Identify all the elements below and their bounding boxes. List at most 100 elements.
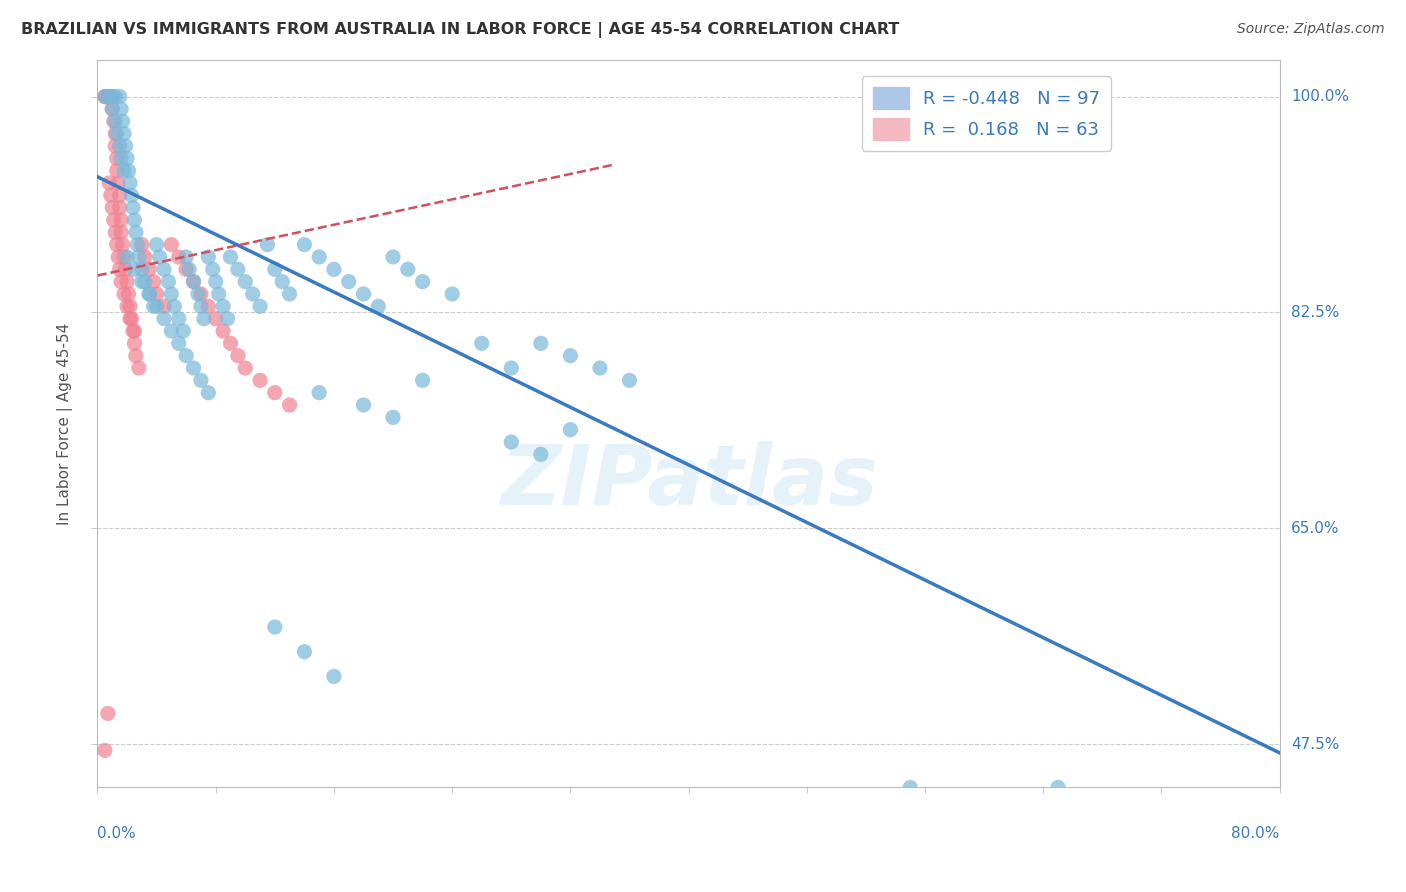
Point bbox=[226, 262, 249, 277]
Point bbox=[134, 250, 156, 264]
Point bbox=[110, 213, 132, 227]
Point bbox=[108, 139, 131, 153]
Point bbox=[145, 287, 167, 301]
Point bbox=[124, 262, 146, 277]
Point bbox=[160, 287, 183, 301]
Point bbox=[412, 373, 434, 387]
Point bbox=[153, 299, 176, 313]
Point bbox=[112, 287, 135, 301]
Point bbox=[107, 250, 129, 264]
Point bbox=[122, 201, 145, 215]
Point bbox=[145, 299, 167, 313]
Point bbox=[128, 361, 150, 376]
Point bbox=[219, 336, 242, 351]
Text: ZIPatlas: ZIPatlas bbox=[499, 442, 877, 522]
Point bbox=[412, 275, 434, 289]
Point bbox=[115, 275, 138, 289]
Point bbox=[105, 163, 128, 178]
Point bbox=[98, 176, 121, 190]
Point bbox=[105, 237, 128, 252]
Point bbox=[1047, 780, 1070, 795]
Point bbox=[226, 349, 249, 363]
Point bbox=[167, 336, 190, 351]
Point bbox=[134, 275, 156, 289]
Point bbox=[112, 163, 135, 178]
Point bbox=[96, 89, 118, 103]
Point bbox=[108, 188, 131, 202]
Point bbox=[124, 336, 146, 351]
Point bbox=[560, 423, 582, 437]
Point bbox=[204, 275, 226, 289]
Point bbox=[183, 361, 205, 376]
Point bbox=[101, 102, 124, 116]
Point bbox=[193, 311, 215, 326]
Point bbox=[278, 398, 301, 412]
Text: Source: ZipAtlas.com: Source: ZipAtlas.com bbox=[1237, 22, 1385, 37]
Point bbox=[619, 373, 641, 387]
Point bbox=[101, 89, 124, 103]
Point bbox=[157, 275, 180, 289]
Point bbox=[560, 349, 582, 363]
Point bbox=[204, 311, 226, 326]
Point bbox=[190, 373, 212, 387]
Point bbox=[97, 89, 120, 103]
Point bbox=[108, 201, 131, 215]
Point bbox=[115, 250, 138, 264]
Point bbox=[197, 299, 219, 313]
Point bbox=[233, 275, 256, 289]
Point bbox=[121, 188, 143, 202]
Point bbox=[396, 262, 419, 277]
Point bbox=[212, 299, 235, 313]
Point bbox=[100, 188, 122, 202]
Point bbox=[131, 262, 153, 277]
Point bbox=[382, 250, 405, 264]
Point bbox=[148, 250, 170, 264]
Point bbox=[142, 275, 165, 289]
Point bbox=[167, 311, 190, 326]
Point bbox=[138, 287, 160, 301]
Point bbox=[104, 139, 127, 153]
Point bbox=[104, 89, 127, 103]
Point bbox=[104, 225, 127, 239]
Point bbox=[124, 324, 146, 338]
Text: BRAZILIAN VS IMMIGRANTS FROM AUSTRALIA IN LABOR FORCE | AGE 45-54 CORRELATION CH: BRAZILIAN VS IMMIGRANTS FROM AUSTRALIA I… bbox=[21, 22, 900, 38]
Point bbox=[172, 324, 194, 338]
Point bbox=[117, 163, 139, 178]
Point bbox=[108, 89, 131, 103]
Point bbox=[110, 102, 132, 116]
Text: 82.5%: 82.5% bbox=[1291, 305, 1339, 320]
Point bbox=[249, 373, 271, 387]
Point bbox=[111, 114, 134, 128]
Text: 100.0%: 100.0% bbox=[1291, 89, 1348, 104]
Point bbox=[174, 262, 197, 277]
Point bbox=[187, 287, 209, 301]
Point bbox=[115, 151, 138, 165]
Point bbox=[249, 299, 271, 313]
Point bbox=[145, 237, 167, 252]
Point bbox=[117, 287, 139, 301]
Point bbox=[125, 225, 148, 239]
Point bbox=[441, 287, 464, 301]
Point bbox=[278, 287, 301, 301]
Point bbox=[110, 151, 132, 165]
Point bbox=[111, 237, 134, 252]
Point bbox=[112, 250, 135, 264]
Point bbox=[256, 237, 278, 252]
Point bbox=[97, 706, 120, 721]
Point bbox=[104, 114, 127, 128]
Point bbox=[101, 89, 124, 103]
Point bbox=[323, 262, 346, 277]
Point bbox=[94, 89, 117, 103]
Point bbox=[197, 250, 219, 264]
Point bbox=[471, 336, 494, 351]
Point bbox=[197, 385, 219, 400]
Point bbox=[233, 361, 256, 376]
Point bbox=[131, 237, 153, 252]
Point bbox=[98, 89, 121, 103]
Point bbox=[110, 275, 132, 289]
Text: 47.5%: 47.5% bbox=[1291, 737, 1339, 752]
Point bbox=[174, 250, 197, 264]
Point bbox=[108, 262, 131, 277]
Legend: R = -0.448   N = 97, R =  0.168   N = 63: R = -0.448 N = 97, R = 0.168 N = 63 bbox=[862, 76, 1111, 151]
Point bbox=[501, 361, 523, 376]
